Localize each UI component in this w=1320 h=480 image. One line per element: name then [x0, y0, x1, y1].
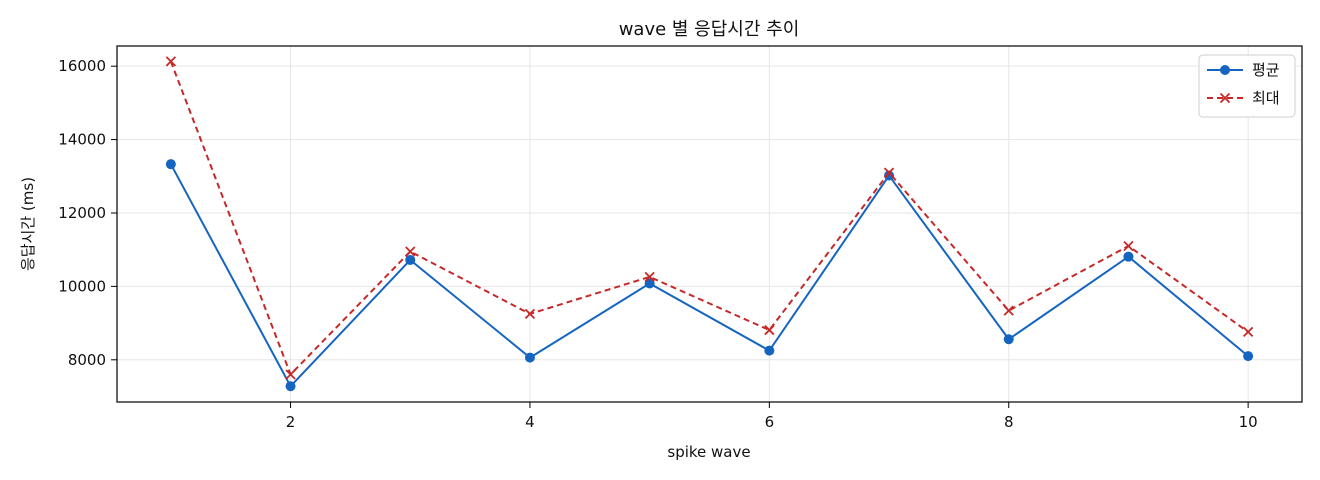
- series-1-point-9: [1242, 326, 1254, 338]
- series-0-point-0: [165, 159, 176, 170]
- x-tick-label: 6: [765, 413, 775, 431]
- legend-marker-1-stroke-b: [1219, 92, 1231, 104]
- series-0-point-5: [764, 345, 775, 356]
- series-1-point-8-stroke-b: [1123, 240, 1134, 252]
- y-tick-label: 8000: [68, 351, 106, 369]
- series-0-point-6: [884, 170, 895, 181]
- legend-box: [1198, 54, 1296, 118]
- legend-marker-1: [1219, 92, 1231, 104]
- series-1-point-6-stroke-b: [883, 167, 895, 178]
- x-axis-label: spike wave: [667, 443, 750, 461]
- series-0-point-8: [1123, 251, 1134, 262]
- ticks-layer: 2 4 6 8 10 8000 10000 12000 14000 16000: [58, 57, 1257, 431]
- chart-title: wave 별 응답시간 추이: [619, 19, 800, 40]
- y-tick-label: 12000: [58, 204, 106, 222]
- series-1-point-4-stroke-b: [644, 271, 655, 282]
- grid-layer: [117, 46, 1302, 402]
- series-1-point-3: [524, 308, 536, 320]
- series-0-point-9: [1243, 351, 1254, 362]
- series-0-point-1: [285, 381, 296, 392]
- series-1-point-6: [883, 167, 895, 178]
- series-1-point-3-stroke-b: [524, 308, 536, 320]
- plot-frame: [116, 45, 1303, 403]
- series-0-point-2: [405, 254, 416, 265]
- series-1-point-8: [1123, 240, 1134, 252]
- y-tick-label: 16000: [58, 57, 106, 75]
- series-1-point-0-stroke-b: [165, 56, 177, 67]
- series-1-point-1: [285, 369, 296, 380]
- series-line-0: [169, 163, 1249, 388]
- series-line-1: [169, 61, 1249, 376]
- series-1-point-7: [1003, 305, 1014, 316]
- x-tick-label: 10: [1239, 413, 1258, 431]
- series-1-point-2-stroke-b: [405, 246, 416, 257]
- series-1-point-4: [644, 271, 655, 282]
- series-1-point-2: [405, 246, 416, 257]
- series-1-point-5: [764, 324, 775, 336]
- y-tick-label: 10000: [58, 277, 106, 295]
- series-1-point-7-stroke-b: [1003, 305, 1014, 316]
- legend-marker-0: [1220, 65, 1230, 75]
- series-1-point-0: [165, 56, 177, 67]
- x-tick-label: 2: [286, 413, 296, 431]
- series-layer: [165, 56, 1254, 392]
- x-tick-label: 8: [1004, 413, 1014, 431]
- series-1-point-1-stroke-b: [285, 369, 296, 380]
- series-1-point-5-stroke-b: [764, 324, 775, 336]
- series-0-point-4: [644, 278, 655, 289]
- x-tick-label: 4: [525, 413, 535, 431]
- y-tick-label: 14000: [58, 131, 106, 149]
- y-axis-label: 응답시간 (ms): [19, 177, 37, 271]
- series-0-point-3: [524, 352, 535, 363]
- series-0-point-7: [1003, 334, 1014, 345]
- legend-label-1: 최대: [1252, 89, 1280, 107]
- series-1-point-9-stroke-b: [1242, 326, 1254, 338]
- legend-label-0: 평균: [1252, 61, 1280, 79]
